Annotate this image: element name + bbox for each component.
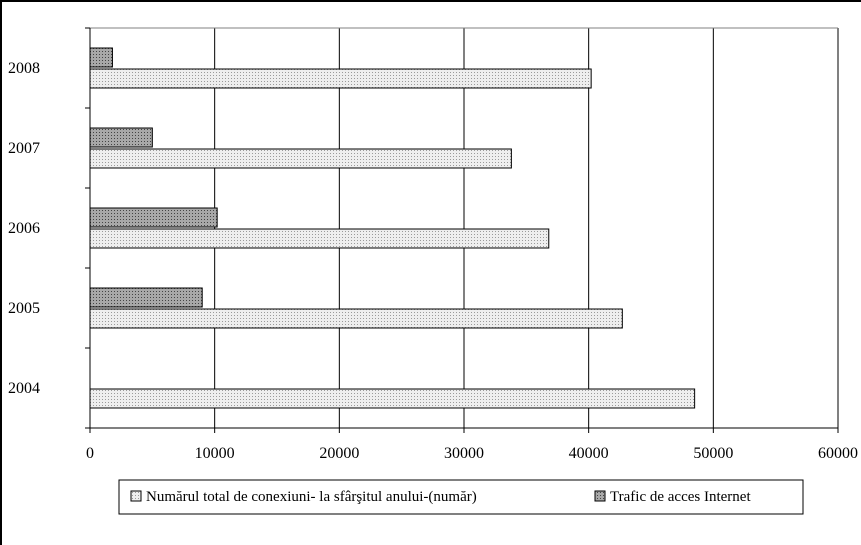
legend-swatch-total-connections [130,490,142,502]
y-tick-label: 2008 [8,60,40,77]
legend-label-internet-traffic: Trafic de acces Internet [610,489,751,505]
bar-total-connections [89,228,550,249]
bar-total-connections [89,308,623,329]
legend: Numărul total de conexiuni- la sfârşitul… [118,479,804,515]
bar-total-connections [89,148,512,169]
x-tick-label: 30000 [444,445,484,462]
x-tick-label: 40000 [569,445,609,462]
x-tick-label: 60000 [818,445,858,462]
x-tick-label: 10000 [195,445,235,462]
bar-internet-traffic [89,47,113,68]
plot-area: 0 10000 20000 30000 40000 50000 60000 2004 2005 2… [8,27,858,462]
y-tick-label: 2004 [8,380,40,397]
x-tick-label: 20000 [319,445,359,462]
bar-internet-traffic [89,127,153,148]
bar-total-connections [89,388,696,409]
bar-internet-traffic [89,207,218,228]
bar-total-connections [89,68,592,89]
legend-swatch-internet-traffic [594,490,606,502]
y-tick-label: 2006 [8,220,40,237]
y-tick-label: 2005 [8,300,40,317]
x-tick-label: 50000 [693,445,733,462]
legend-box [118,479,804,515]
bar-internet-traffic [89,287,203,308]
x-tick-label: 0 [86,445,94,462]
y-tick-label: 2007 [8,140,40,157]
legend-label-total-connections: Numărul total de conexiuni- la sfârşitul… [146,489,477,505]
